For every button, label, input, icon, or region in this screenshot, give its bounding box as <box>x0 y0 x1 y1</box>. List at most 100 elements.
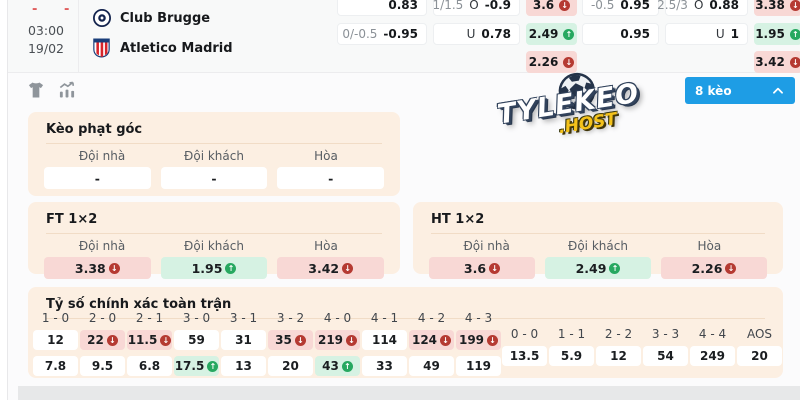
odds-cell-1x2[interactable]: 3.6 ↓ <box>526 0 577 16</box>
trend-down-icon: ↓ <box>440 334 452 346</box>
score-odds-cell[interactable]: 49 <box>409 356 454 376</box>
odds-cell[interactable]: - <box>160 167 268 189</box>
score-column: 4 - 1 114 33 <box>362 311 407 376</box>
column-header-home: Đội nhà <box>78 239 126 253</box>
odds-cell-1x2[interactable]: 3.42 ↓ <box>754 51 800 73</box>
score-odds-cell[interactable]: 249 <box>690 346 735 366</box>
section-ht-1x2: HT 1×2 Đội nhà Đội khách Hòa 3.6 ↓ 2.49 ↑ … <box>413 202 783 279</box>
odds-value: 31 <box>235 333 252 347</box>
score-odds-cell[interactable]: 33 <box>362 356 407 376</box>
odds-cell[interactable]: - <box>44 167 151 189</box>
odds-value: 20 <box>751 349 768 363</box>
score-header: 1 - 1 <box>557 327 586 341</box>
odds-cell[interactable]: 3.6 ↓ <box>429 257 535 279</box>
score-odds-cell[interactable]: 43 ↑ <box>315 356 360 376</box>
score-column: 1 - 1 5.9 <box>549 327 594 366</box>
odds-value: 2.26 <box>691 260 723 276</box>
teams-cell[interactable]: Club Brugge Atletico Madrid <box>78 0 292 72</box>
score-odds-cell[interactable]: 9.5 <box>80 356 125 376</box>
score-odds-cell[interactable]: 17.5 ↑ <box>174 356 219 376</box>
score-odds-cell[interactable]: 7.8 <box>33 356 78 376</box>
column-header-draw: Hòa <box>697 239 722 253</box>
odds-cell-over-under[interactable]: 2.5/3 O 0.88 <box>657 0 748 16</box>
score-odds-cell[interactable]: 59 <box>174 330 219 350</box>
trend-icon: ↓ <box>563 56 575 68</box>
odds-value: 2.49 <box>575 260 607 276</box>
odds-cell-over-under[interactable]: 1/1.5 O -0.9 <box>433 0 520 16</box>
left-gutter <box>0 0 8 400</box>
odds-value: - <box>94 170 100 186</box>
score-odds-cell[interactable]: 54 <box>643 346 688 366</box>
score-odds-cell[interactable]: 13.5 <box>502 346 547 366</box>
ou-line: 1/1.5 <box>432 0 464 12</box>
odds-cell-over-under[interactable]: U 0.78 <box>433 23 520 45</box>
odds-count-toggle[interactable]: 8 kèo <box>685 77 795 104</box>
score-odds-cell[interactable]: 6.8 <box>127 356 172 376</box>
odds-value: 11.5 <box>127 333 158 347</box>
column-header-draw: Hòa <box>314 239 338 253</box>
trend-down-icon: ↓ <box>106 334 118 346</box>
odds-cell[interactable]: 3.42 ↓ <box>277 257 385 279</box>
score-odds-cell[interactable]: 199 ↓ <box>456 330 501 350</box>
odds-cell-hdp[interactable]: 0.83 <box>337 0 427 16</box>
score-odds-cell[interactable]: 12 <box>596 346 641 366</box>
odds-cell-1x2[interactable]: 3.38 ↓ <box>754 0 800 16</box>
score-column: 4 - 0 219 ↓ 43 ↑ <box>315 311 360 376</box>
odds-value: 219 <box>317 333 344 347</box>
score-odds-cell[interactable]: 22 ↓ <box>80 330 125 350</box>
section-title: Tỷ số chính xác toàn trận <box>46 295 765 319</box>
chevron-up-icon <box>773 87 783 94</box>
score-odds-cell[interactable]: 20 <box>737 346 782 366</box>
home-team-row[interactable]: Club Brugge <box>92 7 210 29</box>
odds-value: 3.38 <box>74 260 106 276</box>
odds-value: 114 <box>371 333 398 347</box>
odds-cell-hdp[interactable]: -0.5 0.95 <box>582 0 659 16</box>
odds-cell-hdp[interactable]: 0.95 <box>582 23 659 45</box>
odds-value: 12 <box>610 349 627 363</box>
score-odds-cell[interactable]: 114 <box>362 330 407 350</box>
score-odds-cell[interactable]: 12 <box>33 330 78 350</box>
soccer-ball-icon <box>554 68 600 118</box>
column-header-draw: Hòa <box>314 149 338 163</box>
score-header: 4 - 3 <box>464 311 493 325</box>
trend-down-icon: ↓ <box>108 262 120 274</box>
stats-chart-icon[interactable] <box>57 80 77 100</box>
odds-value: 7.8 <box>44 359 67 373</box>
odds-cell-1x2[interactable]: 1.95 ↑ <box>754 23 800 45</box>
score-odds-cell[interactable]: 119 <box>456 356 501 376</box>
trend-down-icon: ↓ <box>489 262 501 274</box>
score-odds-cell[interactable]: 31 <box>221 330 266 350</box>
odds-value: 54 <box>657 349 674 363</box>
odds-cell-1x2[interactable]: 2.26 ↓ <box>526 51 577 73</box>
trend-up-icon: ↑ <box>207 360 219 372</box>
score-odds-cell[interactable]: 20 <box>268 356 313 376</box>
odds-value: 13 <box>235 359 252 373</box>
odds-cell-1x2[interactable]: 2.49 ↑ <box>526 23 577 45</box>
score-odds-cell[interactable]: 11.5 ↓ <box>127 330 172 350</box>
handicap-odds: 0.83 <box>388 0 418 12</box>
odds-cell[interactable]: - <box>277 167 385 189</box>
odds-cell[interactable]: 2.26 ↓ <box>661 257 767 279</box>
score-column: 4 - 4 249 <box>690 327 735 366</box>
score-odds-cell[interactable]: 13 <box>221 356 266 376</box>
score-odds-cell[interactable]: 5.9 <box>549 346 594 366</box>
odds-cell[interactable]: 1.95 ↑ <box>160 257 268 279</box>
odds-cell-over-under[interactable]: U 1 <box>665 23 748 45</box>
odds-cell-hdp[interactable]: 0/-0.5 -0.95 <box>337 23 427 45</box>
odds-cell[interactable]: 2.49 ↑ <box>545 257 651 279</box>
odds-value: 35 <box>275 333 292 347</box>
lineup-jersey-icon[interactable] <box>26 80 46 100</box>
away-team-row[interactable]: Atletico Madrid <box>92 37 233 59</box>
odds-value: 5.9 <box>560 349 583 363</box>
score-odds-cell[interactable]: 35 ↓ <box>268 330 313 350</box>
score-header: 3 - 1 <box>229 311 258 325</box>
score-odds-cell[interactable]: 124 ↓ <box>409 330 454 350</box>
odds-cell[interactable]: 3.38 ↓ <box>44 257 151 279</box>
match-time: 03:00 <box>27 23 65 38</box>
score-odds-cell[interactable]: 219 ↓ <box>315 330 360 350</box>
score-column: 0 - 0 13.5 <box>502 327 547 366</box>
odds-value: 49 <box>423 359 440 373</box>
trend-up-icon: ↑ <box>225 262 237 274</box>
odds-value: - <box>211 170 217 186</box>
